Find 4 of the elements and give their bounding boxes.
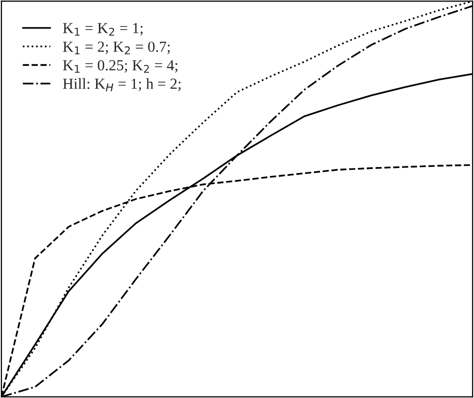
legend-label: K$_{1}$ = K$_{2}$ = 1;: [62, 23, 143, 36]
legend-label: Hill: K$_{H}$ = 1; h = 2;: [62, 78, 181, 92]
legend-label: K$_{1}$ = 2; K$_{2}$ = 0.7;: [62, 42, 170, 54]
legend-label: K$_{1}$ = 0.25; K$_{2}$ = 4;: [62, 60, 178, 73]
